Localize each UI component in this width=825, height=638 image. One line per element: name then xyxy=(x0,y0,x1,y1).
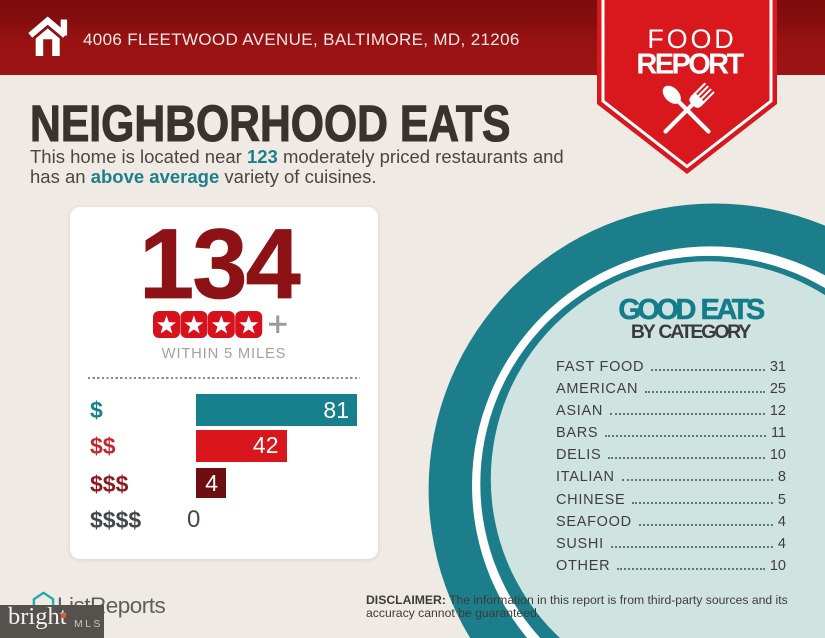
svg-text:FOOD: FOOD xyxy=(647,24,736,54)
svg-text:REPORT: REPORT xyxy=(636,49,744,81)
